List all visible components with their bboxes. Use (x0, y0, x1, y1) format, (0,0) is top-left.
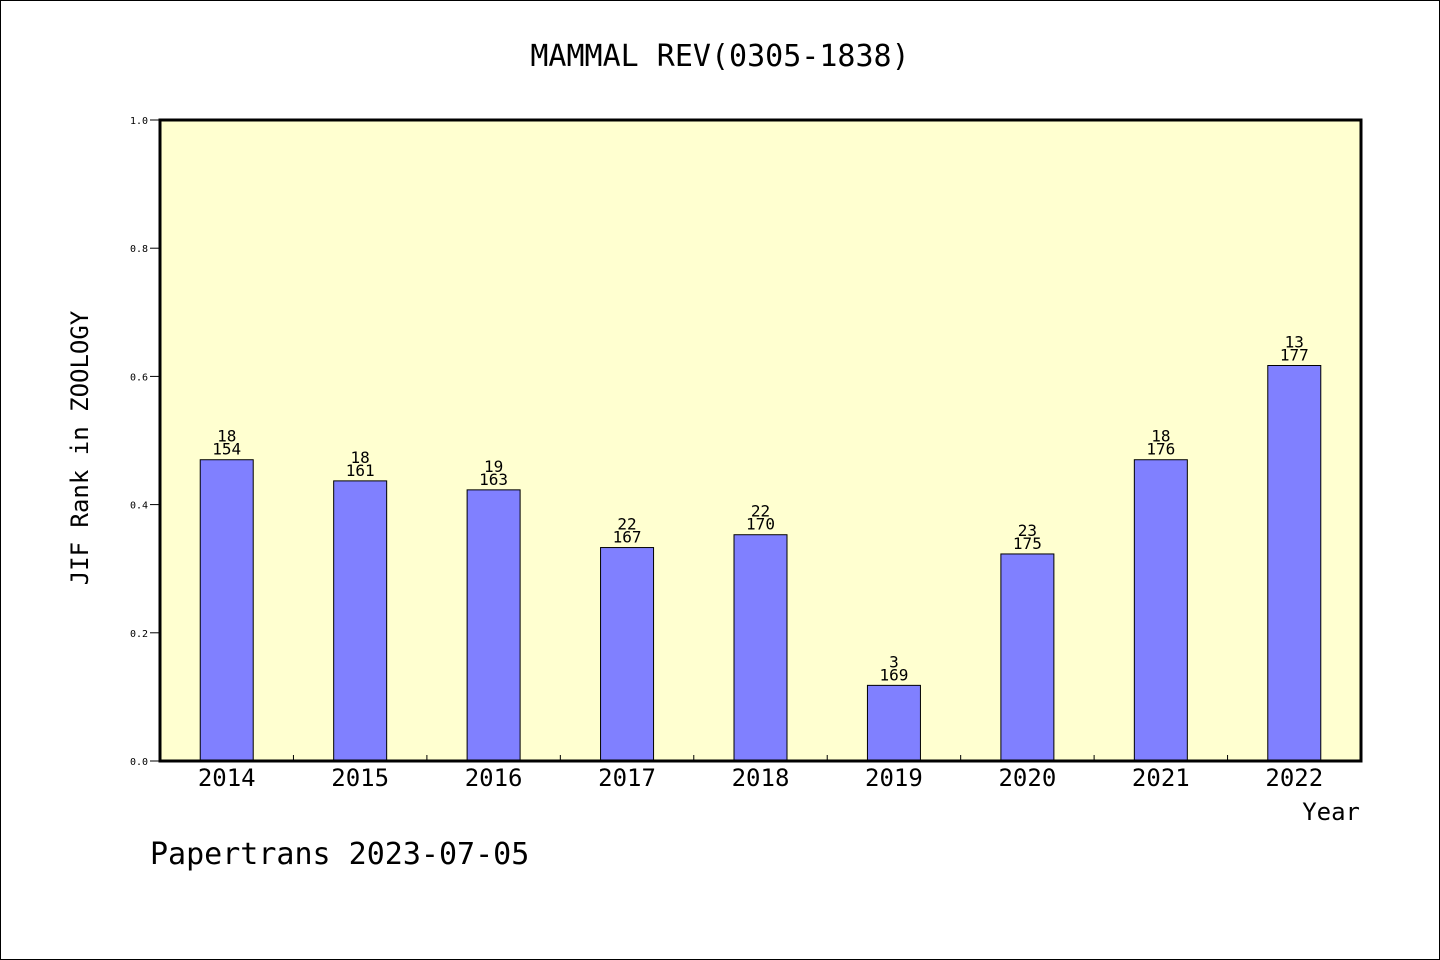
y-tick-label: 1.0 (130, 116, 148, 127)
bar-2018 (733, 534, 788, 762)
bar-2014 (199, 459, 254, 762)
bar-total-label: 175 (1013, 534, 1042, 553)
x-tick-label: 2019 (865, 764, 923, 792)
bar-rank-label: 18 (351, 448, 370, 467)
bar-series (199, 365, 1322, 762)
bar-2020 (1000, 553, 1055, 762)
chart-title: MAMMAL REV(0305-1838) (530, 39, 909, 74)
bar-rank-label: 18 (1151, 427, 1170, 446)
bar-2016 (466, 489, 521, 762)
bar-rank-label: 3 (889, 652, 899, 671)
bar-2019 (866, 684, 921, 762)
bar-rank-label: 22 (751, 502, 770, 521)
y-tick-label: 0.0 (130, 757, 148, 768)
bar-total-label: 163 (479, 470, 508, 489)
x-tick-label: 2017 (598, 764, 656, 792)
bar-total-label: 167 (613, 528, 642, 547)
bar-rank-label: 22 (617, 515, 636, 534)
bar-total-label: 170 (746, 515, 775, 534)
bar-total-label: 154 (212, 440, 241, 459)
bar-total-label: 177 (1280, 346, 1309, 365)
bar-total-label: 161 (346, 461, 375, 480)
x-axis-label: Year (1302, 798, 1360, 826)
x-tick-label: 2020 (998, 764, 1056, 792)
y-tick-label: 0.8 (130, 244, 148, 255)
y-axis-label: JIF Rank in ZOOLOGY (66, 310, 94, 585)
bar-2017 (600, 547, 655, 762)
bar-rank-label: 23 (1018, 521, 1037, 540)
y-tick-label: 0.6 (130, 372, 148, 383)
x-tick-label: 2015 (331, 764, 389, 792)
y-tick-label: 0.2 (130, 629, 148, 640)
x-axis: 2014 2015 2016 2017 2018 2019 2020 2021 2022 (198, 755, 1323, 792)
bar-rank-label: 19 (484, 457, 503, 476)
bar-2021 (1133, 459, 1188, 762)
plot-border (158, 118, 1363, 763)
bar-2015 (333, 480, 388, 762)
y-axis: 0.0 0.2 0.4 0.6 0.8 1.0 (130, 116, 160, 768)
footer-text: Papertrans 2023-07-05 (150, 837, 529, 872)
x-tick-label: 2021 (1132, 764, 1190, 792)
x-tick-label: 2014 (198, 764, 256, 792)
x-tick-label: 2022 (1265, 764, 1323, 792)
bar-2022 (1267, 365, 1322, 762)
bar-rank-label: 18 (217, 427, 236, 446)
bar-total-label: 169 (879, 665, 908, 684)
bar-rank-label: 13 (1285, 333, 1304, 352)
y-tick-label: 0.4 (130, 501, 148, 512)
x-tick-label: 2018 (732, 764, 790, 792)
x-tick-label: 2016 (465, 764, 523, 792)
bar-total-label: 176 (1146, 440, 1175, 459)
